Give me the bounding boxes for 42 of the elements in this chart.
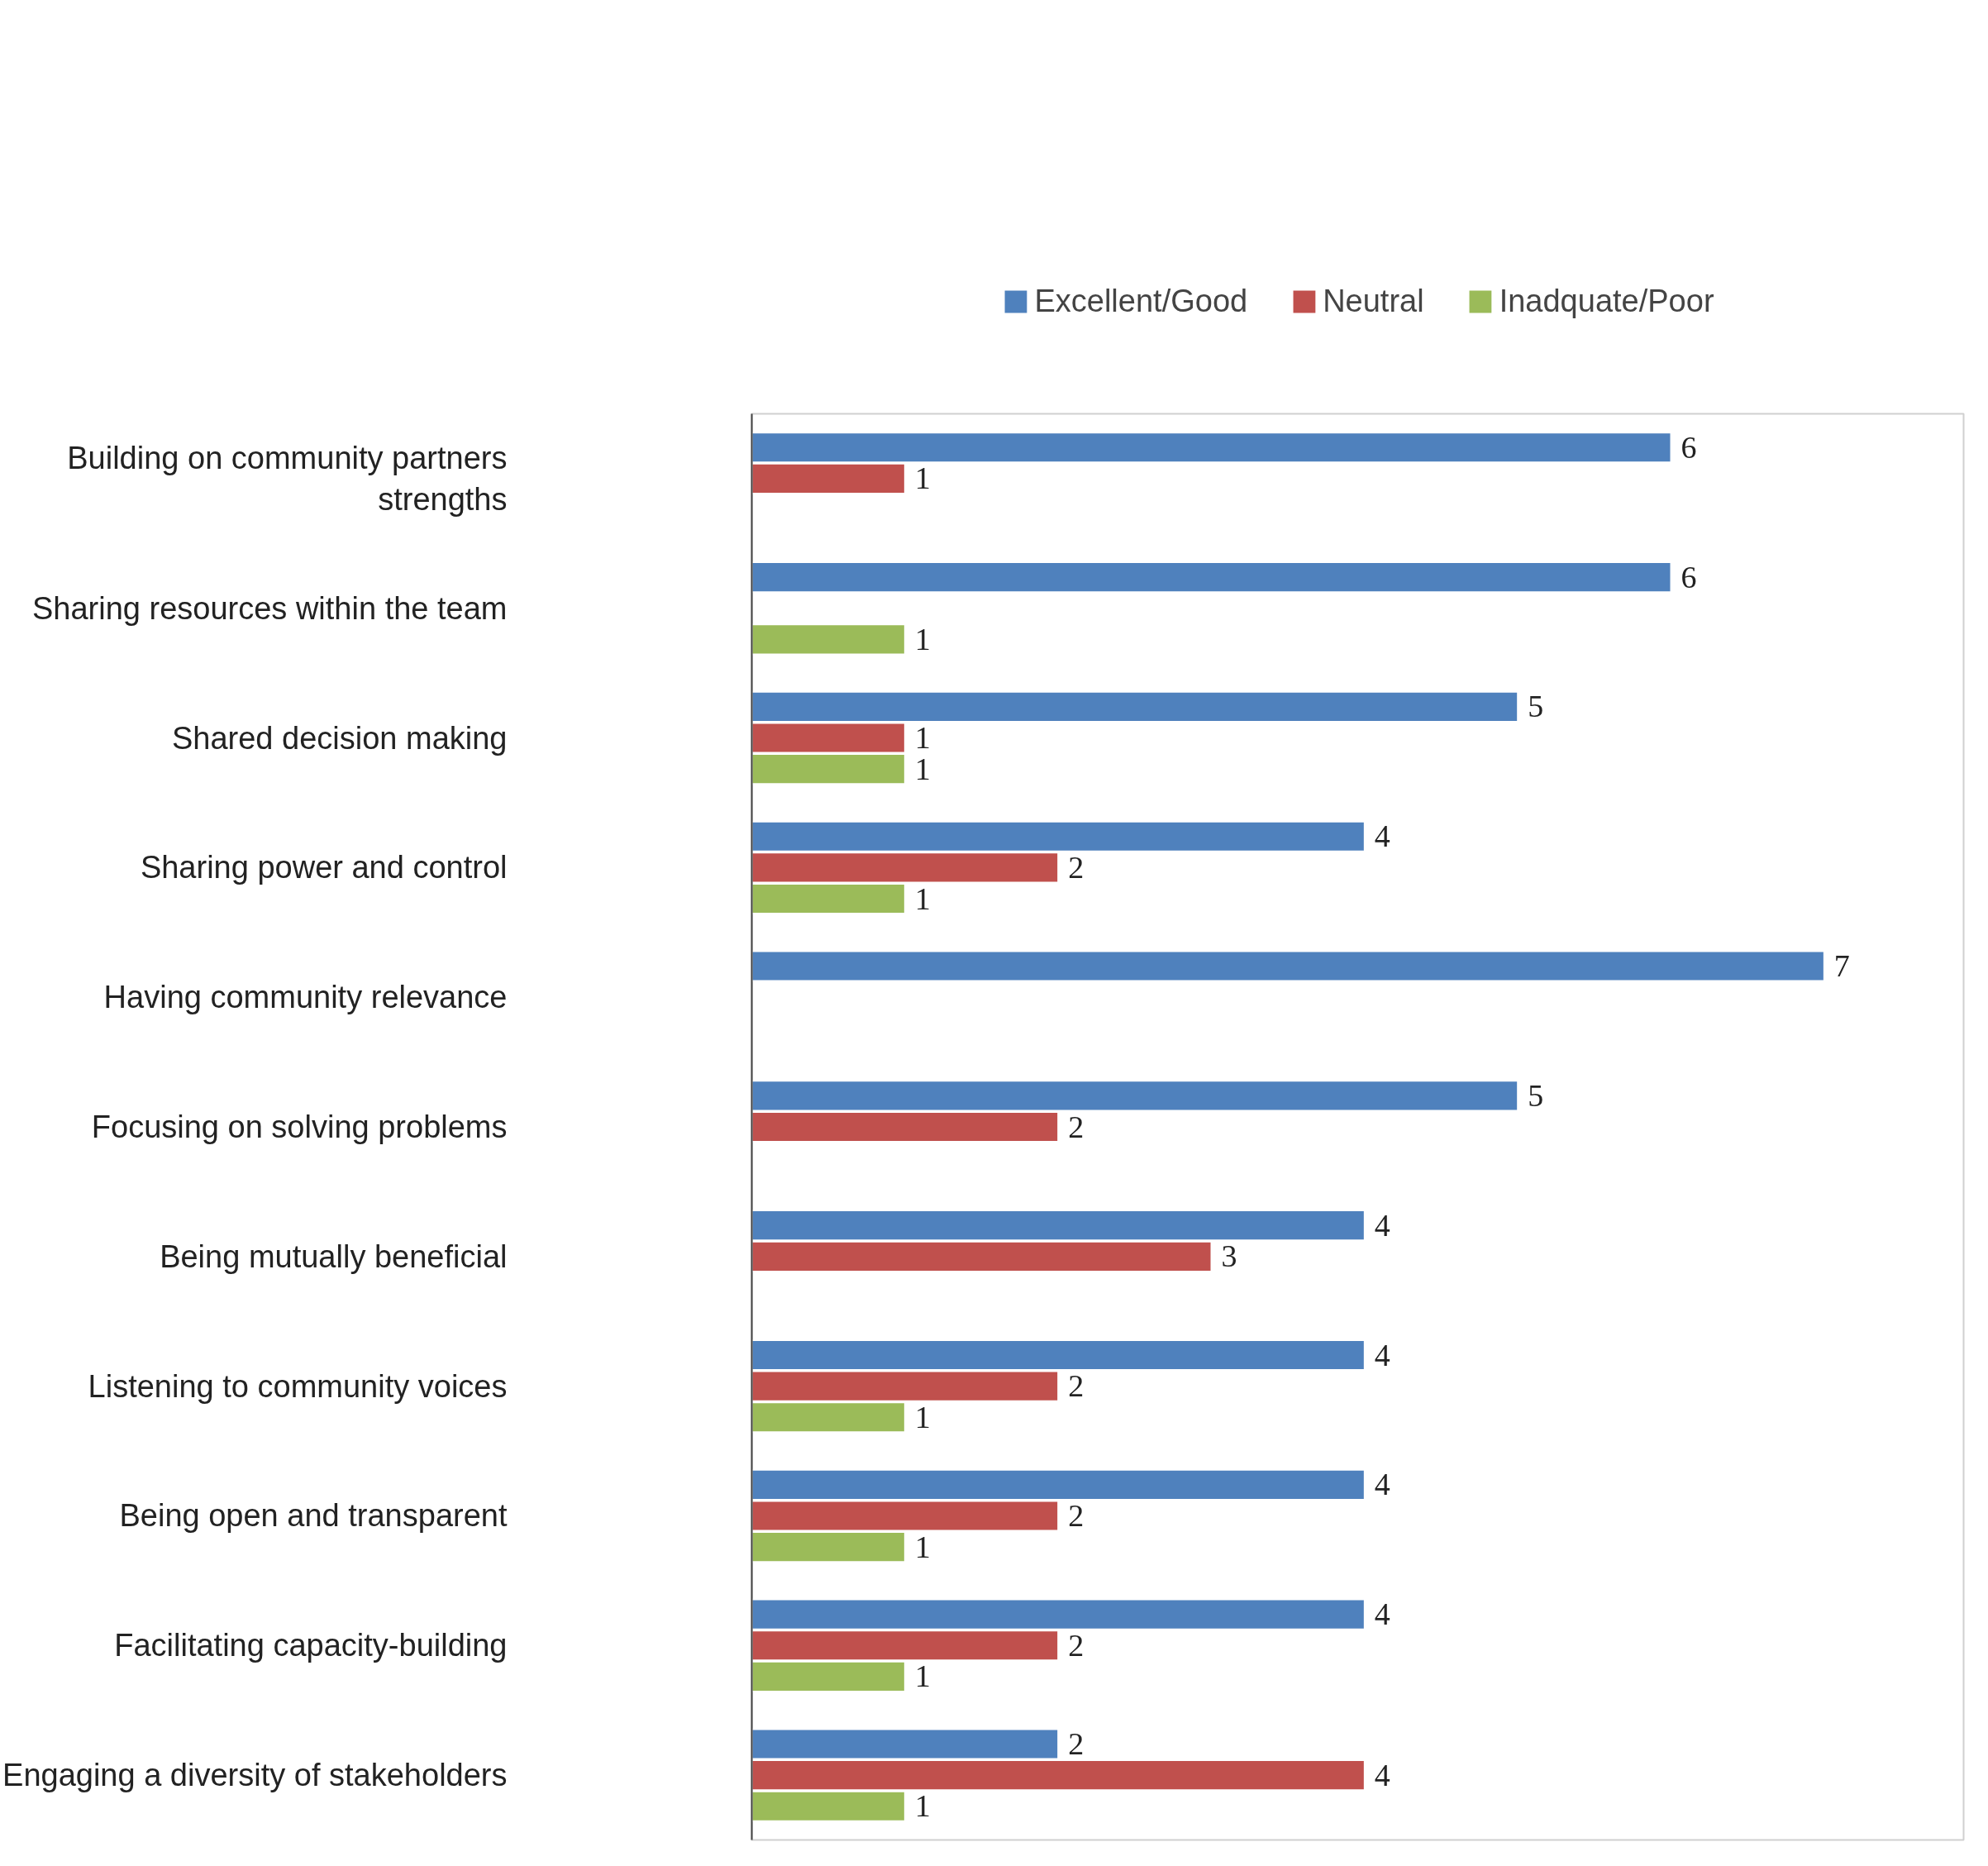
y-tick-label: Engaging a diversity of stakeholders	[2, 1758, 508, 1793]
y-tick-label: Focusing on solving problems	[91, 1110, 508, 1144]
data-label: 2	[1068, 1725, 1085, 1761]
data-label: 2	[1068, 1368, 1085, 1404]
legend-label: Inadquate/Poor	[1499, 283, 1714, 319]
y-tick-label: Being open and transparent	[119, 1498, 508, 1534]
data-label: 5	[1528, 689, 1544, 724]
data-label: 6	[1681, 429, 1697, 465]
data-label: 3	[1221, 1238, 1237, 1274]
data-label: 1	[914, 621, 931, 656]
data-label: 1	[914, 461, 931, 496]
data-label: 1	[914, 1399, 931, 1434]
y-tick-label: Having community relevance	[103, 980, 508, 1015]
legend-label: Neutral	[1323, 283, 1424, 319]
data-label: 1	[914, 881, 931, 916]
y-tick-label: Sharing power and control	[140, 850, 508, 885]
y-tick-label: Building on community partners strengths	[67, 440, 508, 518]
y-tick-label: Facilitating capacity-building	[114, 1628, 508, 1663]
data-label: 2	[1068, 1497, 1085, 1533]
data-label: 5	[1528, 1077, 1544, 1113]
bar	[751, 561, 1672, 594]
data-label: 2	[1068, 849, 1085, 885]
data-label: 4	[1374, 1207, 1390, 1243]
data-label: 2	[1068, 1627, 1085, 1663]
data-label: 4	[1374, 1596, 1390, 1632]
data-label: 1	[914, 1529, 931, 1564]
data-label: 4	[1374, 1757, 1390, 1792]
y-tick-label: Listening to community voices	[88, 1368, 508, 1404]
data-label: 4	[1374, 1337, 1390, 1372]
data-label: 2	[1068, 1109, 1085, 1144]
bar	[751, 623, 906, 656]
legend-label: Excellent/Good	[1034, 283, 1248, 319]
data-label: 1	[914, 1788, 931, 1824]
data-label: 1	[914, 1658, 931, 1694]
data-label: 4	[1374, 1467, 1390, 1502]
bar	[751, 950, 1825, 982]
data-label: 6	[1681, 559, 1697, 594]
data-label: 7	[1833, 948, 1850, 984]
y-tick-label: Sharing resources within the team	[31, 590, 508, 626]
y-tick-label: Shared decision making	[171, 720, 508, 756]
y-tick-label: Being mutually beneficial	[160, 1238, 508, 1274]
data-label: 4	[1374, 818, 1390, 854]
